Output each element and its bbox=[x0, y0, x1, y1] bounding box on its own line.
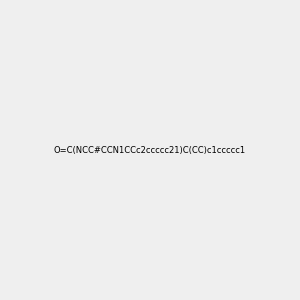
Text: O=C(NCC#CCN1CCc2ccccc21)C(CC)c1ccccc1: O=C(NCC#CCN1CCc2ccccc21)C(CC)c1ccccc1 bbox=[54, 146, 246, 154]
